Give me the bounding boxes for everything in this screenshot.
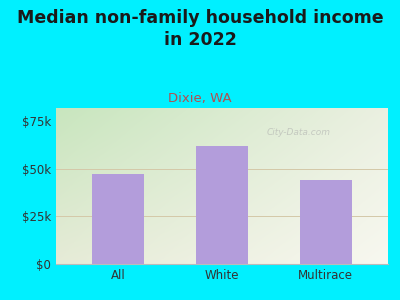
Text: Median non-family household income
in 2022: Median non-family household income in 20…	[17, 9, 383, 49]
Text: Dixie, WA: Dixie, WA	[168, 92, 232, 104]
Bar	[300, 180, 352, 264]
Text: City-Data.com: City-Data.com	[266, 128, 330, 137]
Bar	[196, 146, 248, 264]
Bar	[92, 174, 144, 264]
